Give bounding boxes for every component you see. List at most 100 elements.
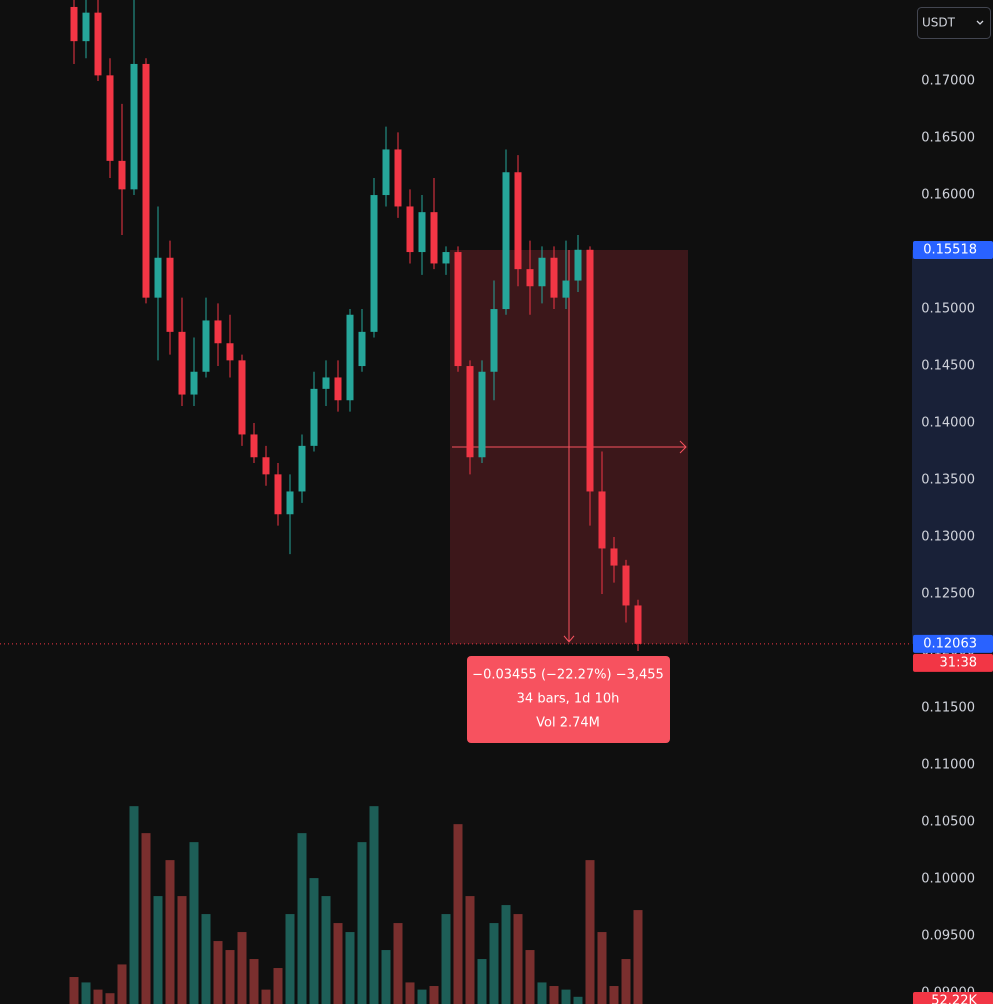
candle-body bbox=[106, 75, 114, 161]
volume-bar bbox=[417, 989, 427, 1004]
y-tick-label: 0.13500 bbox=[921, 473, 975, 488]
y-tick-label: 0.10000 bbox=[921, 872, 975, 887]
y-tick-label: 0.10500 bbox=[921, 815, 975, 830]
volume-bar bbox=[177, 896, 187, 1004]
candle-body bbox=[598, 491, 606, 549]
candle-body bbox=[274, 474, 282, 515]
volume-bar bbox=[249, 959, 259, 1004]
measure-text: 34 bars, 1d 10h bbox=[517, 692, 620, 707]
candle-body bbox=[238, 360, 246, 435]
volume-bar bbox=[297, 833, 307, 1004]
volume-bar bbox=[213, 941, 223, 1004]
volume-bar bbox=[81, 982, 91, 1004]
volume-bar bbox=[261, 989, 271, 1004]
candle-body bbox=[502, 172, 510, 310]
currency-box[interactable] bbox=[917, 7, 991, 39]
candle-body bbox=[166, 257, 174, 332]
candle-body bbox=[394, 149, 402, 207]
candle-body bbox=[586, 249, 594, 492]
candle-body bbox=[142, 63, 150, 298]
currency-label[interactable]: USDT bbox=[922, 16, 956, 30]
volume-bar bbox=[333, 923, 343, 1004]
volume-bar bbox=[105, 993, 115, 1004]
candle-body bbox=[442, 252, 450, 264]
candle-body bbox=[310, 388, 318, 446]
volume-pane bbox=[69, 806, 643, 1004]
candle-body bbox=[610, 548, 618, 566]
volume-bar bbox=[609, 986, 619, 1004]
volume-bar bbox=[201, 914, 211, 1004]
y-tick-label: 0.12500 bbox=[921, 587, 975, 602]
candle-body bbox=[514, 172, 522, 270]
candle-body bbox=[418, 212, 426, 253]
y-tick-label: 0.09500 bbox=[921, 929, 975, 944]
entry-price-label: 0.15518 bbox=[923, 243, 977, 258]
measure-arrow-down bbox=[563, 635, 575, 643]
candle-body bbox=[490, 309, 498, 372]
current-price-label-box bbox=[913, 634, 993, 653]
countdown-label: 31:38 bbox=[940, 655, 977, 670]
y-tick-label: 0.14500 bbox=[921, 359, 975, 374]
chevron[interactable] bbox=[976, 20, 984, 25]
volume-bar bbox=[621, 959, 631, 1004]
candle-body bbox=[478, 371, 486, 458]
volume-bar bbox=[153, 896, 163, 1004]
y-tick-label: 0.14000 bbox=[921, 416, 975, 431]
volume-bar bbox=[309, 878, 319, 1004]
candle-body bbox=[214, 320, 222, 344]
candle-body bbox=[406, 206, 414, 253]
candle-body bbox=[70, 6, 78, 42]
volume-bar bbox=[429, 986, 439, 1004]
candle-body bbox=[322, 377, 330, 389]
volume-bar bbox=[345, 932, 355, 1004]
candle-body bbox=[634, 605, 642, 644]
candle-body bbox=[538, 257, 546, 287]
volume-bar bbox=[189, 842, 199, 1004]
volume-bar bbox=[285, 914, 295, 1004]
volume-bar bbox=[465, 896, 475, 1004]
volume-bar bbox=[393, 923, 403, 1004]
volume-bar bbox=[321, 896, 331, 1004]
candle-body bbox=[466, 366, 474, 458]
volume-bar bbox=[117, 964, 127, 1004]
candle-body bbox=[178, 331, 186, 395]
candle-body bbox=[358, 331, 366, 367]
candle-body bbox=[202, 320, 210, 372]
volume-bar bbox=[357, 842, 367, 1004]
y-tick-label: 0.15000 bbox=[921, 302, 975, 317]
y-tick-label: 0.17000 bbox=[921, 74, 975, 89]
candle-body bbox=[286, 491, 294, 515]
candle-body bbox=[130, 63, 138, 190]
y-tick-label: 0.11000 bbox=[921, 758, 975, 773]
measure-tooltip bbox=[467, 656, 670, 743]
volume-bar bbox=[501, 905, 511, 1004]
candle-body bbox=[382, 149, 390, 196]
price-axis: 0.170000.165000.160000.155000.150000.145… bbox=[912, 0, 993, 1004]
countdown-label-box bbox=[913, 653, 993, 672]
y-tick-label: 0.13000 bbox=[921, 530, 975, 545]
candle-body bbox=[190, 371, 198, 395]
volume-bar bbox=[633, 910, 643, 1004]
volume-bar bbox=[537, 982, 547, 1004]
candle-body bbox=[94, 12, 102, 76]
volume-bar bbox=[273, 968, 283, 1004]
volume-bar bbox=[405, 982, 415, 1004]
volume-bar bbox=[489, 923, 499, 1004]
candle-body bbox=[370, 195, 378, 332]
volume-bar bbox=[165, 860, 175, 1004]
position-box: −0.03455 (−22.27%) −3,455 34 bars, 1d 10h… bbox=[0, 250, 912, 743]
candle-body bbox=[526, 269, 534, 287]
y-tick-label: 0.16000 bbox=[921, 188, 975, 203]
currency-select[interactable]: USDT bbox=[917, 7, 991, 39]
volume-bar bbox=[549, 986, 559, 1004]
last-volume-box bbox=[913, 992, 993, 1004]
candle-body bbox=[346, 314, 354, 401]
volume-bar bbox=[141, 833, 151, 1004]
candle-body bbox=[334, 377, 342, 401]
y-tick-label: 0.11500 bbox=[921, 701, 975, 716]
candle-body bbox=[562, 280, 570, 298]
current-price-label: 0.12063 bbox=[923, 636, 977, 651]
